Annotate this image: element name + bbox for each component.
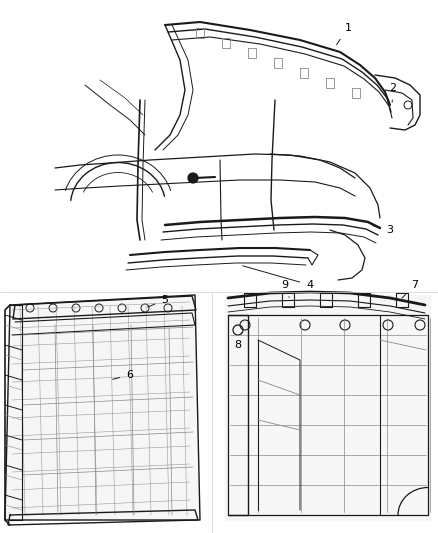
Text: 4: 4 bbox=[243, 266, 314, 290]
Text: 2: 2 bbox=[389, 83, 396, 102]
Circle shape bbox=[188, 173, 198, 183]
Text: 6: 6 bbox=[113, 370, 134, 380]
Text: 9: 9 bbox=[282, 280, 289, 297]
Text: 3: 3 bbox=[373, 225, 393, 235]
Text: 5: 5 bbox=[148, 295, 169, 307]
Text: 8: 8 bbox=[234, 333, 242, 350]
Polygon shape bbox=[5, 295, 200, 520]
Polygon shape bbox=[225, 295, 430, 520]
Text: 7: 7 bbox=[402, 280, 419, 298]
Text: 1: 1 bbox=[336, 23, 352, 45]
